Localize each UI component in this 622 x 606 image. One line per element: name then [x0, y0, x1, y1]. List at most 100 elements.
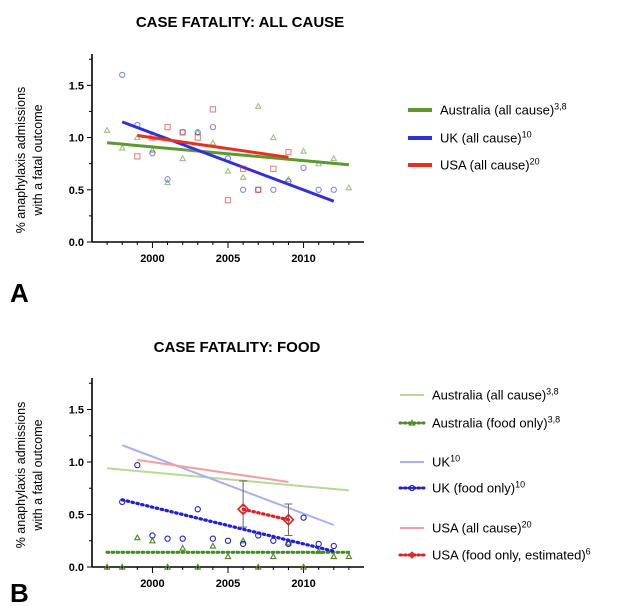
chart-a-series-1-point [239, 186, 247, 193]
chart-a-y-tick-label: 0.5 [69, 185, 84, 197]
chart-a-series-2-point [134, 153, 141, 160]
chart-a-series-2-point [179, 129, 186, 136]
chart-a-series-0-point [345, 183, 353, 191]
chart-a-series-0-point [103, 126, 111, 133]
chart-b-series-4-legend-name: USA (all cause) [432, 521, 522, 536]
chart-a-x-tick-label: 2005 [216, 253, 240, 265]
chart-a-series-1-point [285, 178, 292, 185]
chart-b-series-5-legend-label: USA (food only, estimated)6 [432, 547, 591, 563]
chart-a-series-1-point [330, 186, 337, 193]
chart-b-series-2-legend-name: UK [432, 455, 450, 470]
chart-a-series-2-point [164, 123, 171, 131]
chart-a-title: CASE FATALITY: ALL CAUSE [136, 14, 344, 31]
chart-b-series-1-point [209, 542, 217, 549]
chart-a-series-0-point [300, 147, 308, 154]
chart-b-series-3-legend-name: UK (food only) [432, 481, 515, 496]
chart-a-series-0-point [148, 146, 156, 153]
chart-a-series-1-legend-label: UK (all cause)10 [440, 130, 532, 146]
chart-b-series-4-legend-label: USA (all cause)20 [432, 520, 532, 536]
chart-a-series-0-point [164, 178, 172, 186]
chart-b-series-3-point [239, 540, 247, 548]
chart-b-series-1-point [164, 563, 172, 570]
chart-a-y-tick-label: 1.0 [69, 133, 84, 145]
chart-b-series-3-point [224, 537, 232, 544]
chart-b-y-tick-label: 0.0 [69, 562, 84, 574]
chart-b-series-1-point [103, 563, 111, 570]
chart-a-series-0-point [118, 144, 126, 151]
chart-a-axes: 0.0 0.5 1.0 1.5 2000 2005 2010 [69, 54, 364, 265]
chart-b-series-3-legend-superscript: 10 [515, 480, 525, 490]
chart-a-plot [103, 71, 353, 204]
chart-b-series-1-point [239, 537, 247, 544]
chart-b-series-5-legend-name: USA (food only, estimated) [432, 548, 586, 563]
chart-b-series-3-point [315, 540, 322, 548]
chart-b-series-4-legend-superscript: 20 [522, 520, 532, 530]
chart-b-series-3-point [194, 506, 201, 513]
chart-b-title: CASE FATALITY: FOOD [154, 339, 321, 356]
chart-b-series-5-legend-superscript: 6 [586, 547, 591, 557]
chart-a-series-0-point [239, 173, 247, 180]
chart-b-ylabel-line2: with a fatal outcome [31, 419, 45, 531]
chart-b-series-3-point [330, 542, 337, 550]
chart-a-y-tick-label: 0.0 [69, 237, 84, 249]
chart-a-series-1-point [179, 129, 186, 136]
chart-a-series-1-point [149, 150, 156, 157]
chart-b-series-1-point [148, 537, 156, 544]
chart-b-series-3-point [285, 540, 292, 548]
chart-a-x-tick-label: 2000 [140, 253, 164, 265]
chart-b-y-tick-label: 1.5 [69, 405, 84, 417]
chart-b-series-1-point [300, 563, 308, 570]
chart-b-x-tick-label: 2010 [291, 578, 315, 590]
chart-b-series-0-legend-label: Australia (all cause)3,8 [432, 387, 559, 403]
chart-b-series-0-legend-name: Australia (all cause) [432, 388, 546, 403]
panel-b-letter: B [10, 578, 29, 606]
chart-b-series-1-point [224, 552, 232, 560]
chart-b-series-3-legend-label: UK (food only)10 [432, 480, 525, 496]
chart-a-series-1-legend-superscript: 10 [522, 130, 532, 140]
chart-b-series-2-legend-superscript: 10 [450, 454, 460, 464]
chart-b-series-0-legend-superscript: 3,8 [546, 387, 559, 397]
chart-b-axes: 0.0 0.5 1.0 1.5 2000 2005 2010 [69, 378, 364, 590]
chart-b-series-1-point [330, 552, 338, 560]
chart-b-series-1-legend-superscript: 3,8 [548, 415, 561, 425]
chart-b-series-5-point [236, 503, 250, 516]
chart-b-series-1-point [345, 552, 353, 560]
chart-b-series-1-point [118, 563, 126, 570]
chart-a-series-1-point [134, 121, 141, 129]
panel-a-letter: A [10, 278, 29, 308]
chart-b-series-5-legend-marker [408, 551, 416, 559]
chart-a-series-2-legend-label: USA (all cause)20 [440, 157, 540, 173]
chart-a-series-0-legend-label: Australia (all cause)3,8 [440, 102, 567, 118]
chart-a-series-1-point [119, 71, 126, 79]
chart-a-series-0-point [254, 102, 262, 109]
chart-b-series-2-trend-line [121, 444, 335, 526]
chart-b-x-tick-label: 2000 [140, 578, 164, 590]
chart-all-cause: CASE FATALITY: ALL CAUSE % anaphylaxis a… [10, 14, 567, 308]
chart-a-series-1-legend-name: UK (all cause) [440, 131, 522, 146]
chart-b-series-1-point [194, 563, 202, 570]
chart-a-ylabel-line1: % anaphylaxis admissions [14, 87, 28, 234]
chart-b-series-1-point [254, 563, 262, 570]
chart-b-series-3-trend-line [120, 498, 336, 553]
chart-b-ylabel-line1: % anaphylaxis admissions [14, 402, 28, 549]
chart-a-series-1-point [300, 164, 307, 171]
chart-a-series-2-point [255, 186, 262, 193]
chart-b-series-3-legend-marker [408, 484, 416, 492]
chart-b-series-0-trend-line [107, 467, 349, 492]
chart-b-series-3-point [119, 498, 126, 506]
chart-a-series-0-point [179, 154, 187, 162]
chart-food: CASE FATALITY: FOOD % anaphylaxis admiss… [10, 339, 591, 606]
chart-a-ylabel-line2: with a fatal outcome [31, 104, 45, 216]
chart-a-series-1-point [224, 155, 232, 162]
chart-a-series-1-point [255, 186, 262, 193]
chart-b-series-3-point [209, 535, 217, 542]
chart-a-series-2-point [270, 165, 277, 173]
chart-b-series-1-point [315, 547, 323, 554]
chart-b-series-1-point [269, 552, 277, 560]
chart-a-series-0-point [315, 159, 323, 167]
chart-b-series-5-point [282, 513, 295, 526]
chart-a-legend: Australia (all cause)3,8 UK (all cause)10… [408, 102, 567, 173]
chart-a-series-2-point [239, 165, 247, 173]
chart-b-series-5-trend-line [241, 507, 291, 522]
